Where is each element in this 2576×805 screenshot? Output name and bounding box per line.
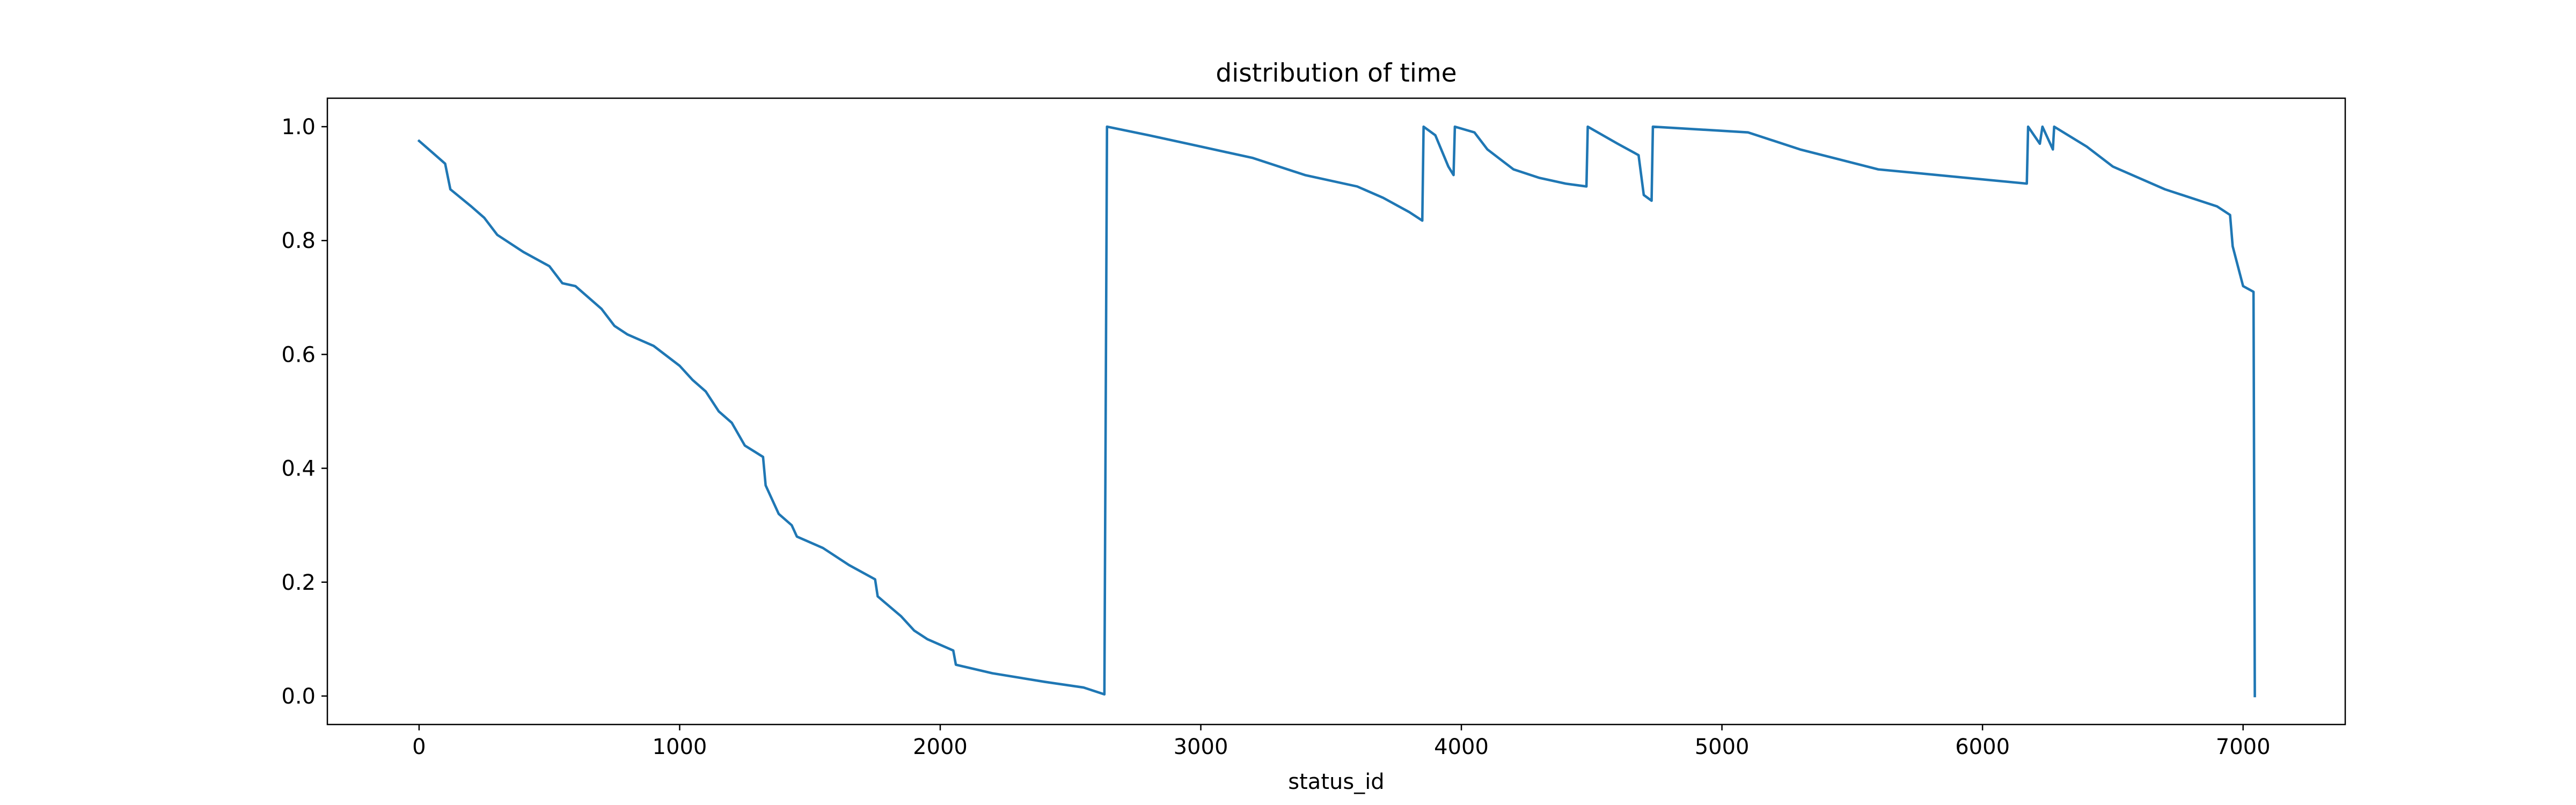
- x-axis-label: status_id: [1288, 770, 1384, 794]
- y-tick-label: 0.6: [281, 342, 316, 367]
- x-tick-label: 4000: [1434, 735, 1489, 759]
- x-tick-label: 2000: [913, 735, 968, 759]
- y-tick-label: 1.0: [281, 115, 316, 140]
- x-tick-label: 1000: [653, 735, 707, 759]
- y-tick-label: 0.4: [281, 457, 316, 481]
- y-tick-label: 0.2: [281, 570, 316, 595]
- y-tick-label: 0.0: [281, 684, 316, 709]
- x-tick-label: 7000: [2216, 735, 2271, 759]
- x-tick-label: 5000: [1695, 735, 1750, 759]
- data-line: [417, 125, 2256, 698]
- x-tick-label: 6000: [1955, 735, 2010, 759]
- x-tick-label: 3000: [1174, 735, 1228, 759]
- chart-title: distribution of time: [1216, 58, 1457, 88]
- plot-frame: [326, 97, 2346, 726]
- x-tick-label: 0: [412, 735, 426, 759]
- y-tick-label: 0.8: [281, 229, 316, 253]
